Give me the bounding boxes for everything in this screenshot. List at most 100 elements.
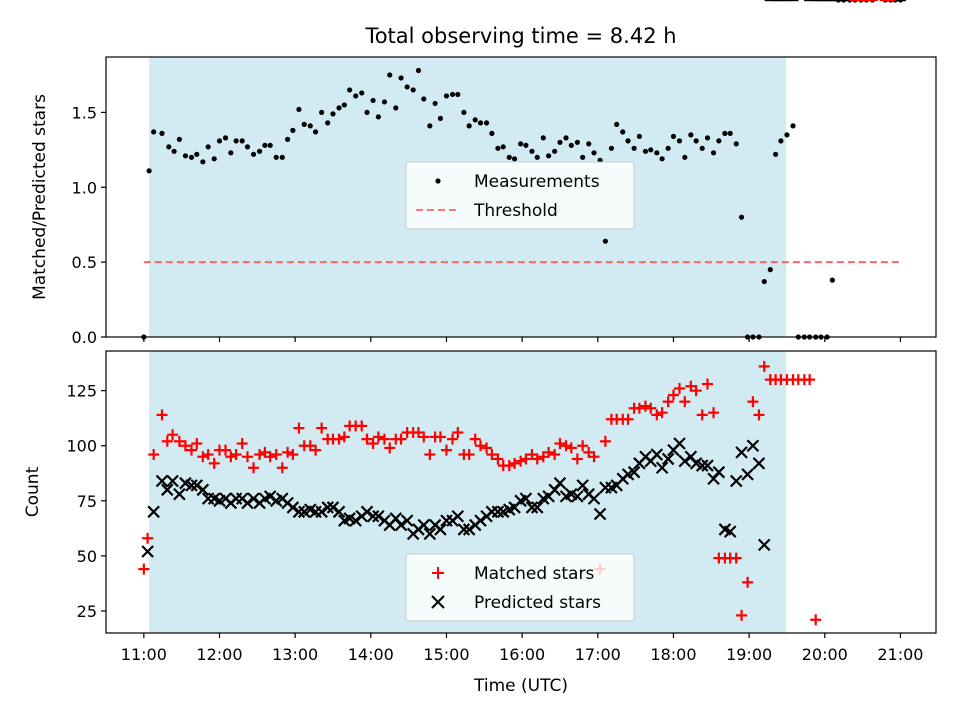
measurement-point bbox=[523, 142, 529, 148]
measurement-point bbox=[325, 120, 331, 126]
matched-star-point bbox=[447, 433, 459, 445]
measurement-point bbox=[455, 91, 461, 98]
y-tick-label: 0.0 bbox=[72, 328, 97, 347]
predicted-star-point bbox=[247, 492, 260, 505]
predicted-star-point bbox=[366, 509, 380, 523]
marker-stroke bbox=[423, 527, 437, 541]
measurement-point bbox=[557, 139, 563, 145]
marker-stroke bbox=[474, 514, 487, 527]
measurement-point bbox=[670, 133, 677, 139]
marker-stroke bbox=[718, 523, 732, 536]
measurement-point bbox=[495, 145, 501, 151]
matched-star-point bbox=[481, 442, 493, 454]
marker-stroke bbox=[530, 501, 544, 514]
predicted-star-point bbox=[627, 465, 641, 479]
measurement-point bbox=[568, 142, 574, 148]
matched-star-point bbox=[142, 532, 154, 544]
matched-star-point bbox=[492, 453, 504, 465]
measurement-point bbox=[625, 138, 631, 144]
measurement-point bbox=[631, 145, 637, 151]
predicted-star-point bbox=[530, 501, 544, 514]
predicted-star-point bbox=[491, 505, 505, 519]
marker-stroke bbox=[286, 501, 300, 514]
matched-star-point bbox=[679, 396, 691, 408]
measurement-point bbox=[250, 151, 257, 157]
measurement-point bbox=[370, 97, 376, 104]
matched-star-point bbox=[549, 449, 561, 461]
marker-stroke bbox=[241, 496, 254, 510]
y-tick-label: 1.0 bbox=[72, 178, 97, 197]
matched-star-point bbox=[148, 449, 160, 461]
measurement-point bbox=[506, 154, 512, 160]
legend-marker-matched bbox=[432, 567, 444, 579]
measurement-point bbox=[574, 139, 580, 145]
measurement-point bbox=[341, 102, 347, 108]
legend-ratio: Measurements Threshold bbox=[405, 161, 635, 230]
measurement-point bbox=[375, 114, 381, 120]
y-axis-label-count: Count bbox=[23, 466, 43, 517]
matched-star-point bbox=[333, 433, 345, 445]
predicted-star-point bbox=[678, 454, 692, 468]
predicted-star-point bbox=[723, 525, 737, 538]
predicted-star-point bbox=[434, 523, 447, 536]
matched-star-point bbox=[571, 453, 583, 465]
measurement-point bbox=[159, 130, 165, 136]
predicted-star-point bbox=[190, 479, 204, 492]
measurement-point bbox=[704, 135, 711, 141]
marker-stroke bbox=[173, 487, 186, 501]
marker-stroke bbox=[571, 490, 584, 503]
matched-star-point bbox=[270, 449, 282, 461]
matched-star-point bbox=[577, 440, 589, 452]
marker-stroke bbox=[326, 501, 340, 514]
x-tick-label: 21:00 bbox=[877, 645, 923, 664]
matched-star-point bbox=[191, 438, 203, 450]
measurement-point bbox=[591, 150, 597, 156]
predicted-star-point bbox=[695, 459, 709, 472]
matched-star-point bbox=[220, 444, 232, 456]
marker-stroke bbox=[741, 468, 754, 481]
x-tick-label: 11:00 bbox=[121, 645, 167, 664]
y-tick-label: 100 bbox=[66, 437, 97, 456]
matched-star-point bbox=[310, 444, 322, 456]
predicted-star-point bbox=[752, 457, 766, 470]
matched-star-point bbox=[810, 614, 822, 626]
predicted-star-point bbox=[457, 523, 471, 536]
matched-star-point bbox=[161, 435, 173, 447]
measurement-point bbox=[233, 138, 239, 144]
marker-stroke bbox=[451, 509, 465, 523]
axes-frame bbox=[105, 56, 937, 338]
predicted-star-point bbox=[161, 483, 174, 497]
matched-star-point bbox=[225, 451, 237, 463]
predicted-star-point bbox=[587, 492, 601, 505]
measurement-point bbox=[171, 148, 177, 154]
measurement-point bbox=[540, 135, 546, 141]
marker-stroke bbox=[292, 505, 306, 519]
marker-stroke bbox=[196, 483, 210, 497]
measurement-point bbox=[727, 130, 733, 136]
predicted-star-point bbox=[423, 527, 437, 541]
predicted-star-point bbox=[655, 461, 669, 475]
matched-star-point bbox=[173, 435, 185, 447]
marker-stroke bbox=[372, 509, 385, 523]
chart-title: Total observing time = 8.42 h bbox=[364, 24, 676, 48]
matched-star-point bbox=[599, 435, 611, 447]
measurement-point bbox=[427, 123, 433, 129]
matched-star-point bbox=[372, 431, 384, 443]
measurement-point bbox=[518, 141, 524, 147]
measurement-point bbox=[398, 75, 404, 81]
x-tick-label: 20:00 bbox=[802, 645, 848, 664]
measurement-point bbox=[614, 121, 620, 127]
marker-stroke bbox=[593, 507, 607, 521]
matched-star-point bbox=[804, 374, 816, 386]
measurement-point bbox=[146, 168, 152, 174]
matched-star-point bbox=[588, 451, 600, 463]
x-tick-label: 19:00 bbox=[726, 645, 772, 664]
measurement-point bbox=[359, 90, 365, 96]
predicted-star-point bbox=[741, 468, 754, 481]
measurement-point bbox=[722, 130, 728, 136]
predicted-star-point bbox=[525, 501, 539, 514]
measurement-point bbox=[353, 93, 359, 99]
marker-stroke bbox=[190, 479, 204, 492]
legend-label-measurements: Measurements bbox=[474, 172, 600, 192]
matched-star-point bbox=[367, 438, 379, 450]
